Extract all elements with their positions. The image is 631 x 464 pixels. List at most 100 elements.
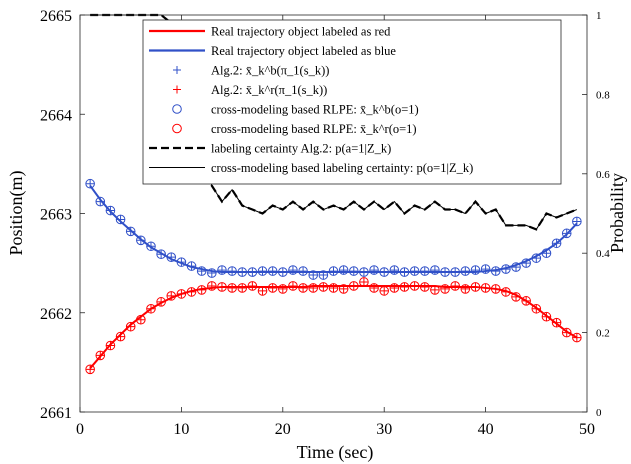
series-6-point-circle bbox=[95, 350, 106, 361]
series-6-point-circle bbox=[85, 364, 95, 375]
series-4-point-plus bbox=[217, 282, 226, 291]
legend-swatch-plus bbox=[173, 66, 181, 74]
series-7-line bbox=[90, 13, 578, 231]
y-axis-right-label: Probability bbox=[607, 173, 627, 253]
series-4-point-plus bbox=[451, 281, 460, 290]
series-5-point-circle bbox=[217, 265, 227, 275]
series-6-point-circle bbox=[379, 286, 390, 296]
y-right-tick-label: 0.8 bbox=[596, 89, 610, 101]
y-right-tick-label: 0.4 bbox=[596, 248, 610, 260]
series-3-point-plus bbox=[187, 262, 196, 271]
series-6-point-circle bbox=[125, 321, 136, 332]
series-6-point-circle bbox=[146, 303, 156, 314]
series-3-point-plus bbox=[299, 267, 308, 276]
series-4-point-plus bbox=[461, 284, 470, 293]
series-6-point-circle bbox=[419, 282, 430, 292]
y-left-tick-label: 2665 bbox=[40, 8, 72, 25]
series-5-point-circle bbox=[166, 252, 177, 262]
series-6-point-circle bbox=[572, 332, 582, 343]
series-4-point-plus bbox=[86, 365, 95, 374]
y-right-tick-label: 1 bbox=[596, 10, 602, 22]
series-3-point-plus bbox=[430, 266, 439, 275]
legend-label: Real trajectory object labeled as blue bbox=[211, 44, 396, 58]
series-3-point-plus bbox=[491, 267, 500, 276]
series-5-point-circle bbox=[227, 266, 237, 276]
series-3-point-plus bbox=[197, 267, 206, 276]
series-6-point-circle bbox=[278, 284, 288, 294]
series-5-point-circle bbox=[440, 267, 450, 277]
series-5-point-circle bbox=[247, 267, 258, 277]
series-5-point-circle bbox=[115, 214, 126, 225]
series-3-point-plus bbox=[126, 227, 135, 236]
series-4-point-plus bbox=[106, 341, 115, 350]
legend-label: cross-modeling based labeling certainty:… bbox=[211, 161, 473, 175]
series-5-point-circle bbox=[338, 265, 349, 275]
legend-swatch-circle bbox=[172, 123, 182, 134]
series-3-point-plus bbox=[228, 267, 237, 276]
series-5-point-circle bbox=[328, 266, 339, 276]
series-5-point-circle bbox=[561, 228, 572, 239]
series-3-point-plus bbox=[349, 267, 358, 276]
series-3-point-plus bbox=[157, 250, 166, 259]
series-5-point-circle bbox=[470, 265, 481, 275]
series-6-point-circle bbox=[237, 283, 248, 293]
legend-swatch-plus bbox=[173, 85, 181, 94]
legend-label: Alg.2: x̄_k^b(π_1(s_k)) bbox=[211, 64, 329, 78]
series-6-point-circle bbox=[440, 284, 450, 294]
series-3-point-plus bbox=[542, 249, 551, 258]
series-6-point-circle bbox=[186, 287, 197, 297]
series-3-point-plus bbox=[248, 268, 257, 277]
y-right-tick-label: 0 bbox=[596, 407, 602, 419]
series-6-point-circle bbox=[460, 284, 471, 294]
series-3-point-plus bbox=[461, 267, 470, 276]
series-5-point-circle bbox=[176, 257, 187, 267]
series-3-point-plus bbox=[501, 265, 510, 274]
series-5-point-circle bbox=[136, 235, 146, 246]
series-3-point-plus bbox=[309, 271, 318, 280]
series-4-point-plus bbox=[512, 292, 521, 301]
series-3-point-plus bbox=[136, 236, 145, 245]
x-axis-label: Time (sec) bbox=[297, 442, 374, 463]
series-5-point-circle bbox=[572, 216, 582, 227]
x-tick-label: 30 bbox=[376, 421, 392, 438]
series-6-point-circle bbox=[308, 283, 319, 293]
series-6-point-circle bbox=[176, 289, 187, 299]
series-4-point-plus bbox=[390, 283, 399, 292]
x-tick-label: 50 bbox=[579, 421, 595, 438]
series-4-point-plus bbox=[268, 283, 277, 292]
series-5-point-circle bbox=[460, 266, 471, 276]
series-6-point-circle bbox=[105, 340, 116, 351]
series-3-point-plus bbox=[238, 268, 247, 277]
series-4-point-plus bbox=[197, 285, 206, 294]
y-right-tick-label: 0.2 bbox=[596, 328, 610, 340]
series-6-point-circle bbox=[136, 314, 146, 325]
series-6-point-circle bbox=[551, 317, 562, 328]
series-5-point-circle bbox=[278, 267, 288, 277]
series-3-point-plus bbox=[339, 266, 348, 275]
series-5-point-circle bbox=[308, 270, 319, 280]
series-3-point-plus bbox=[400, 268, 409, 277]
legend-label: Real trajectory object labeled as red bbox=[211, 25, 391, 39]
series-4-point-plus bbox=[126, 322, 135, 331]
series-5-point-circle bbox=[359, 267, 369, 277]
series-6-point-circle bbox=[511, 292, 521, 302]
series-4-point-plus bbox=[572, 333, 581, 342]
series-5-point-circle bbox=[186, 261, 197, 271]
series-6-point-circle bbox=[531, 303, 542, 314]
series-5-point-circle bbox=[450, 267, 460, 277]
series-6-point-circle bbox=[389, 283, 400, 293]
series-4-point-plus bbox=[146, 304, 155, 313]
series-4-point-plus bbox=[400, 282, 409, 291]
series-5-point-circle bbox=[156, 249, 166, 259]
series-5-point-circle bbox=[389, 265, 400, 275]
series-3-point-plus bbox=[380, 268, 389, 277]
series-3-point-plus bbox=[471, 266, 480, 275]
series-5-point-circle bbox=[480, 264, 491, 274]
series-3-point-plus bbox=[370, 266, 379, 275]
series-3-point-plus bbox=[481, 265, 490, 274]
series-6-point-circle bbox=[490, 284, 501, 294]
y-left-tick-label: 2664 bbox=[40, 107, 72, 124]
series-6-point-circle bbox=[247, 281, 258, 291]
series-4-point-plus bbox=[299, 283, 308, 292]
legend-label: Alg.2: x̄_k^r(π_1(s_k)) bbox=[211, 83, 327, 97]
